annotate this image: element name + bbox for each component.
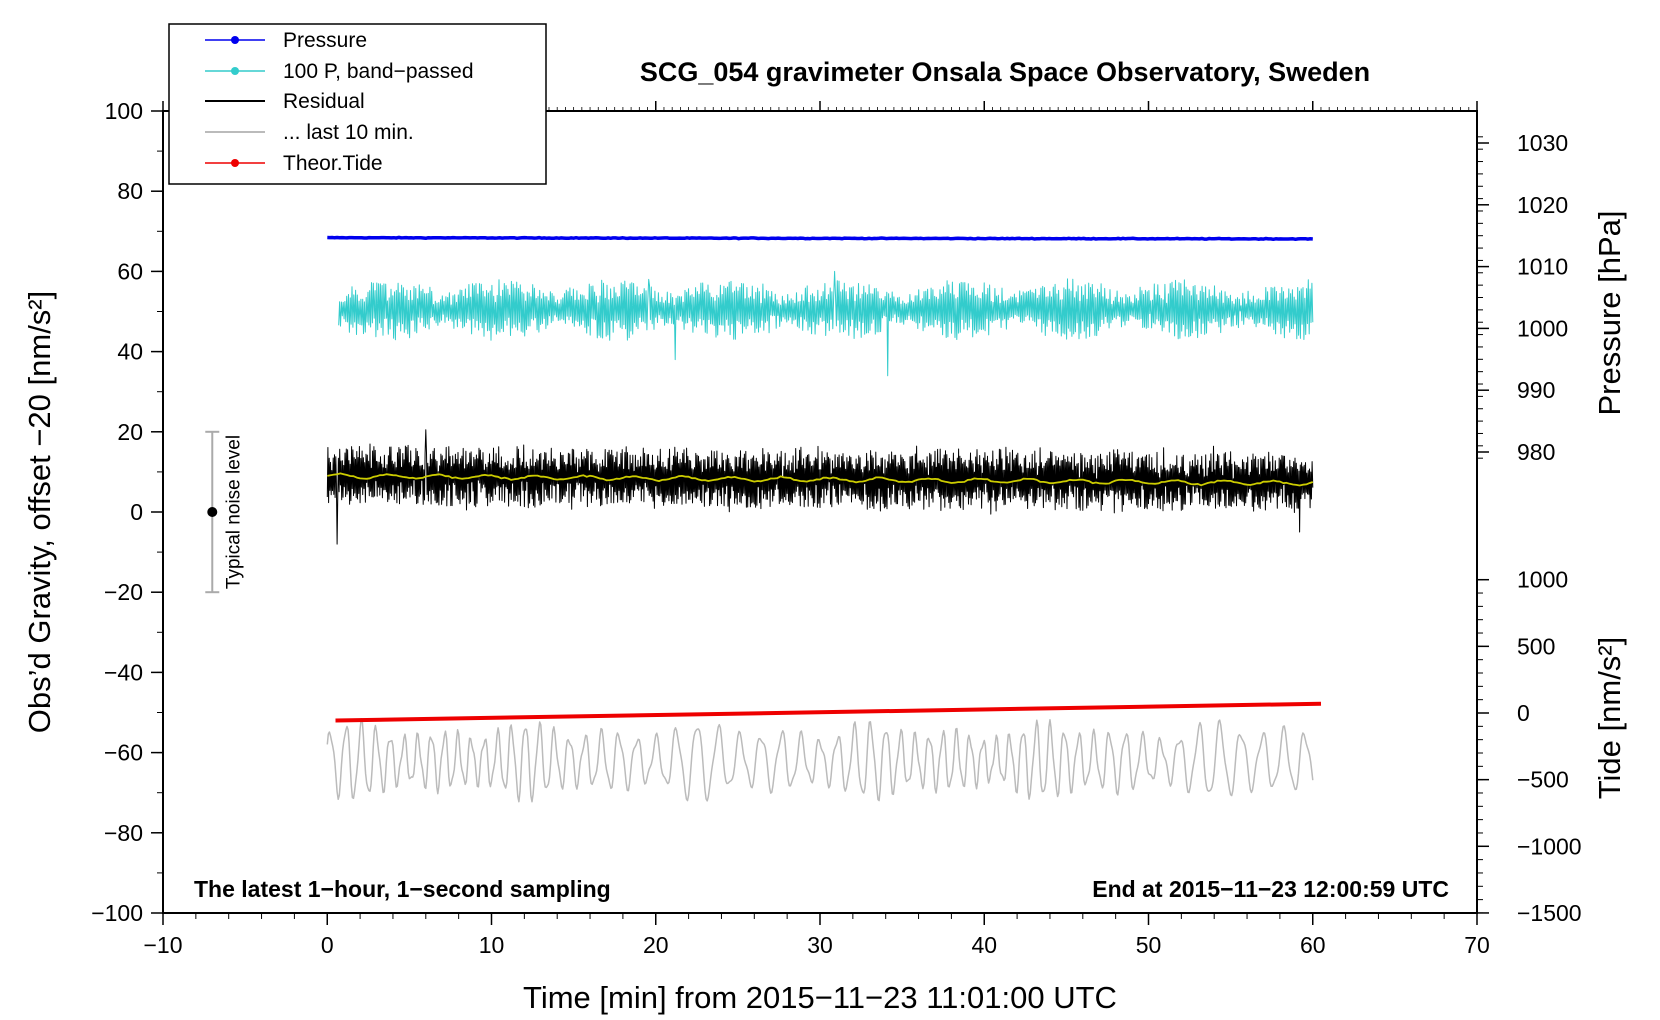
series-smoothed-residual-line [327,472,1314,487]
axes-layer: −10 0 10 20 30 40 50 60 70−100−80−60−40−20020406… [91,98,1581,958]
legend-entry-residual: Residual [205,90,365,113]
y-left-tick-label: 20 [117,419,143,445]
series-last-10-min-line [326,717,1314,803]
pressure-tick-label: 1030 [1517,130,1568,156]
svg-text:Residual: Residual [283,90,365,113]
sampling-note: The latest 1−hour, 1−second sampling [194,876,611,902]
legend-entry-band-passed: 100 P, band−passed [205,60,474,83]
series-residual-line [326,429,1314,545]
tide-tick-label: 0 [1517,700,1530,726]
legend-box [168,23,547,185]
x-tick-label: 0 [321,932,334,958]
chart-title: SCG_054 gravimeter Onsala Space Observat… [640,57,1370,87]
end-time-note: End at 2015−11−23 12:00:59 UTC [1092,876,1449,902]
x-tick-label: 40 [971,932,997,958]
tide-tick-label: −1000 [1517,833,1582,859]
x-tick-label: 70 [1464,932,1490,958]
x-tick-label: 50 [1136,932,1162,958]
noise-level-dot [207,507,218,517]
y-left-tick-label: 100 [105,98,143,124]
y-left-tick-label: −40 [104,659,143,685]
legend-entry-theor-tide: Theor.Tide [205,152,383,175]
x-tick-label: 10 [479,932,505,958]
x-tick-label: 60 [1300,932,1326,958]
series-pressure-line [327,235,1313,242]
y-left-tick-label: −20 [104,579,143,605]
x-tick-label: −10 [143,932,182,958]
pressure-tick-label: 1010 [1517,254,1568,280]
y-left-tick-label: 40 [117,339,143,365]
tide-tick-label: 500 [1517,633,1555,659]
y-left-tick-label: −100 [91,900,143,926]
legend: Pressure 100 P, band−passed Residual ...… [168,23,547,185]
x-tick-label: 30 [807,932,833,958]
svg-text:... last 10 min.: ... last 10 min. [283,121,414,144]
series-theor-tide-line [335,701,1322,723]
legend-entry-last-10-min: ... last 10 min. [205,121,414,144]
noise-level-label: Typical noise level [223,435,244,589]
svg-text:Pressure: Pressure [283,29,367,52]
y-axis-left-label: Obs’d Gravity, offset −20 [nm/s²] [22,291,57,734]
pressure-tick-label: 1000 [1517,315,1568,341]
series-band-passed-line [338,270,1314,377]
y-left-tick-label: −80 [104,820,143,846]
x-axis-label: Time [min] from 2015−11−23 11:01:00 UTC [523,980,1117,1015]
y-axis-tide-label: Tide [nm/s²] [1592,637,1627,800]
series-layer [326,235,1322,803]
tide-tick-label: 1000 [1517,567,1568,593]
pressure-tick-label: 990 [1517,377,1555,403]
x-tick-label: 20 [643,932,669,958]
y-axis-pressure-label: Pressure [hPa] [1592,210,1627,415]
pressure-tick-label: 980 [1517,439,1555,465]
y-left-tick-label: 80 [117,178,143,204]
y-left-tick-label: 0 [130,499,143,525]
y-left-tick-label: −60 [104,740,143,766]
svg-text:100 P, band−passed: 100 P, band−passed [283,60,474,83]
tide-tick-label: −1500 [1517,900,1582,926]
pressure-tick-label: 1020 [1517,192,1568,218]
svg-text:Theor.Tide: Theor.Tide [283,152,383,175]
noise-level-indicator: Typical noise level [205,430,244,594]
y-left-tick-label: 60 [117,258,143,284]
tide-tick-label: −500 [1517,767,1569,793]
legend-entry-pressure: Pressure [205,29,367,52]
